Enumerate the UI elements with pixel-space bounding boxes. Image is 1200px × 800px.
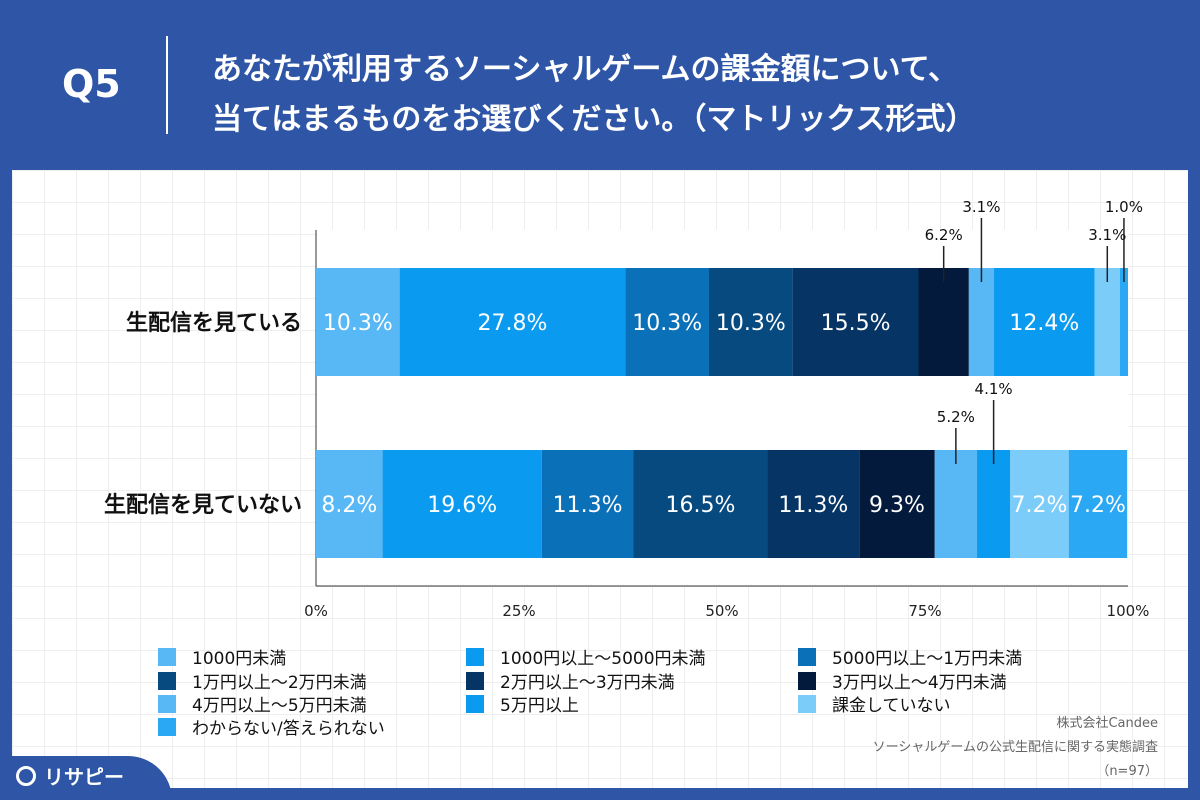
- bar-segment: [968, 268, 995, 376]
- bar-segment: [709, 268, 793, 376]
- logo-text: リサピー: [44, 765, 124, 789]
- bar-segment: [399, 268, 626, 376]
- bar-segment: [859, 450, 935, 558]
- legend-swatch: [466, 647, 484, 666]
- data-label: 9.3%: [869, 493, 925, 518]
- question-title-line2: 当てはまるものをお選びください。（マトリックス形式）: [212, 102, 976, 137]
- bar-segment: [1094, 268, 1120, 376]
- data-label: 10.3%: [323, 311, 393, 336]
- bar-segment: [934, 450, 977, 558]
- legend-item: 1000円未満: [158, 644, 286, 669]
- legend-swatch: [158, 647, 176, 666]
- logo-tab: リサピー: [0, 756, 172, 800]
- question-number: Q5: [62, 62, 121, 106]
- data-label: 10.3%: [632, 311, 702, 336]
- credit-company: 株式会社Candee: [1056, 716, 1158, 731]
- category-label: 生配信を見ていない: [104, 492, 302, 518]
- x-tick-label: 50%: [705, 602, 738, 620]
- chart-panel: 0% 25% 50% 75% 100% 生配信を見ている 10.3% 27.8% 10.3% 10…: [12, 170, 1188, 788]
- legend-swatch: [798, 671, 816, 690]
- x-tick-label: 0%: [304, 602, 328, 620]
- legend-label: 2万円以上〜3万円未満: [500, 673, 675, 693]
- data-label: 12.4%: [1009, 311, 1079, 336]
- callout-label: 4.1%: [975, 380, 1013, 398]
- data-label: 15.5%: [821, 311, 891, 336]
- legend-item: 1000円以上〜5000円未満: [466, 644, 706, 669]
- credit-survey: ソーシャルゲームの公式生配信に関する実態調査: [872, 740, 1158, 755]
- legend-swatch: [158, 717, 176, 736]
- legend-label: わからない/答えられない: [192, 719, 385, 739]
- data-label: 27.8%: [478, 311, 548, 336]
- callout-label: 3.1%: [962, 198, 1000, 216]
- legend-item: 2万円以上〜3万円未満: [466, 668, 675, 693]
- legend-label: 5万円以上: [500, 696, 579, 716]
- legend-item: 1万円以上〜2万円未満: [158, 668, 367, 693]
- data-label: 7.2%: [1070, 493, 1126, 518]
- stacked-bar-chart: 0% 25% 50% 75% 100% 生配信を見ている 10.3% 27.8% 10.3% 10…: [104, 198, 1150, 620]
- legend-item: わからない/答えられない: [158, 714, 385, 739]
- data-label: 7.2%: [1012, 493, 1068, 518]
- bar-segment: [1119, 268, 1128, 376]
- callout-label: 5.2%: [937, 408, 975, 426]
- bar-segment: [541, 450, 634, 558]
- bar-segment: [316, 450, 383, 558]
- header: Q5 あなたが利用するソーシャルゲームの課金額について、 当てはまるものをお選び…: [0, 0, 1200, 170]
- data-label: 8.2%: [321, 493, 377, 518]
- bar-segment: [382, 450, 542, 558]
- legend-label: 4万円以上〜5万円未満: [192, 696, 367, 716]
- header-divider: [166, 36, 168, 134]
- callout-label: 3.1%: [1088, 226, 1126, 244]
- data-label: 16.5%: [666, 493, 736, 518]
- data-label: 10.3%: [716, 311, 786, 336]
- legend-swatch: [798, 647, 816, 666]
- category-label: 生配信を見ている: [126, 310, 302, 336]
- legend-label: 課金していない: [832, 696, 951, 716]
- bar-segment: [1068, 450, 1128, 558]
- legend-item: 課金していない: [798, 691, 951, 716]
- legend-label: 5000円以上〜1万円未満: [832, 649, 1023, 669]
- legend-item: 4万円以上〜5万円未満: [158, 691, 367, 716]
- data-label: 11.3%: [553, 493, 623, 518]
- legend-item: 5000円以上〜1万円未満: [798, 644, 1022, 669]
- legend-swatch: [158, 694, 176, 713]
- legend-swatch: [798, 694, 816, 713]
- legend-label: 1万円以上〜2万円未満: [192, 673, 367, 693]
- bar-segment: [792, 268, 919, 376]
- callout-label: 1.0%: [1105, 198, 1143, 216]
- bar-segment: [633, 450, 768, 558]
- bar-segment: [767, 450, 860, 558]
- bar-segment: [1010, 450, 1069, 558]
- data-label: 19.6%: [427, 493, 497, 518]
- x-tick-label: 25%: [502, 602, 535, 620]
- legend-item: 3万円以上〜4万円未満: [798, 668, 1007, 693]
- credit-sample: （n=97）: [1096, 764, 1158, 779]
- logo: リサピー: [16, 761, 124, 790]
- bar-segment: [976, 450, 1011, 558]
- data-label: 11.3%: [778, 493, 848, 518]
- x-tick-label: 75%: [908, 602, 941, 620]
- legend-label: 3万円以上〜4万円未満: [832, 673, 1007, 693]
- question-title-line1: あなたが利用するソーシャルゲームの課金額について、: [212, 52, 959, 87]
- callout-label: 6.2%: [925, 226, 963, 244]
- bar-segment: [625, 268, 710, 376]
- legend-label: 1000円未満: [192, 649, 287, 669]
- legend-swatch: [158, 671, 176, 690]
- x-tick-label: 100%: [1107, 602, 1150, 620]
- legend-swatch: [466, 671, 484, 690]
- legend-swatch: [466, 694, 484, 713]
- bar-segment: [316, 268, 400, 376]
- legend-label: 1000円以上〜5000円未満: [500, 649, 706, 669]
- bar-segment: [994, 268, 1095, 376]
- legend-item: 5万円以上: [466, 691, 579, 716]
- location-pin-icon: [16, 765, 36, 786]
- bar-segment: [918, 268, 969, 376]
